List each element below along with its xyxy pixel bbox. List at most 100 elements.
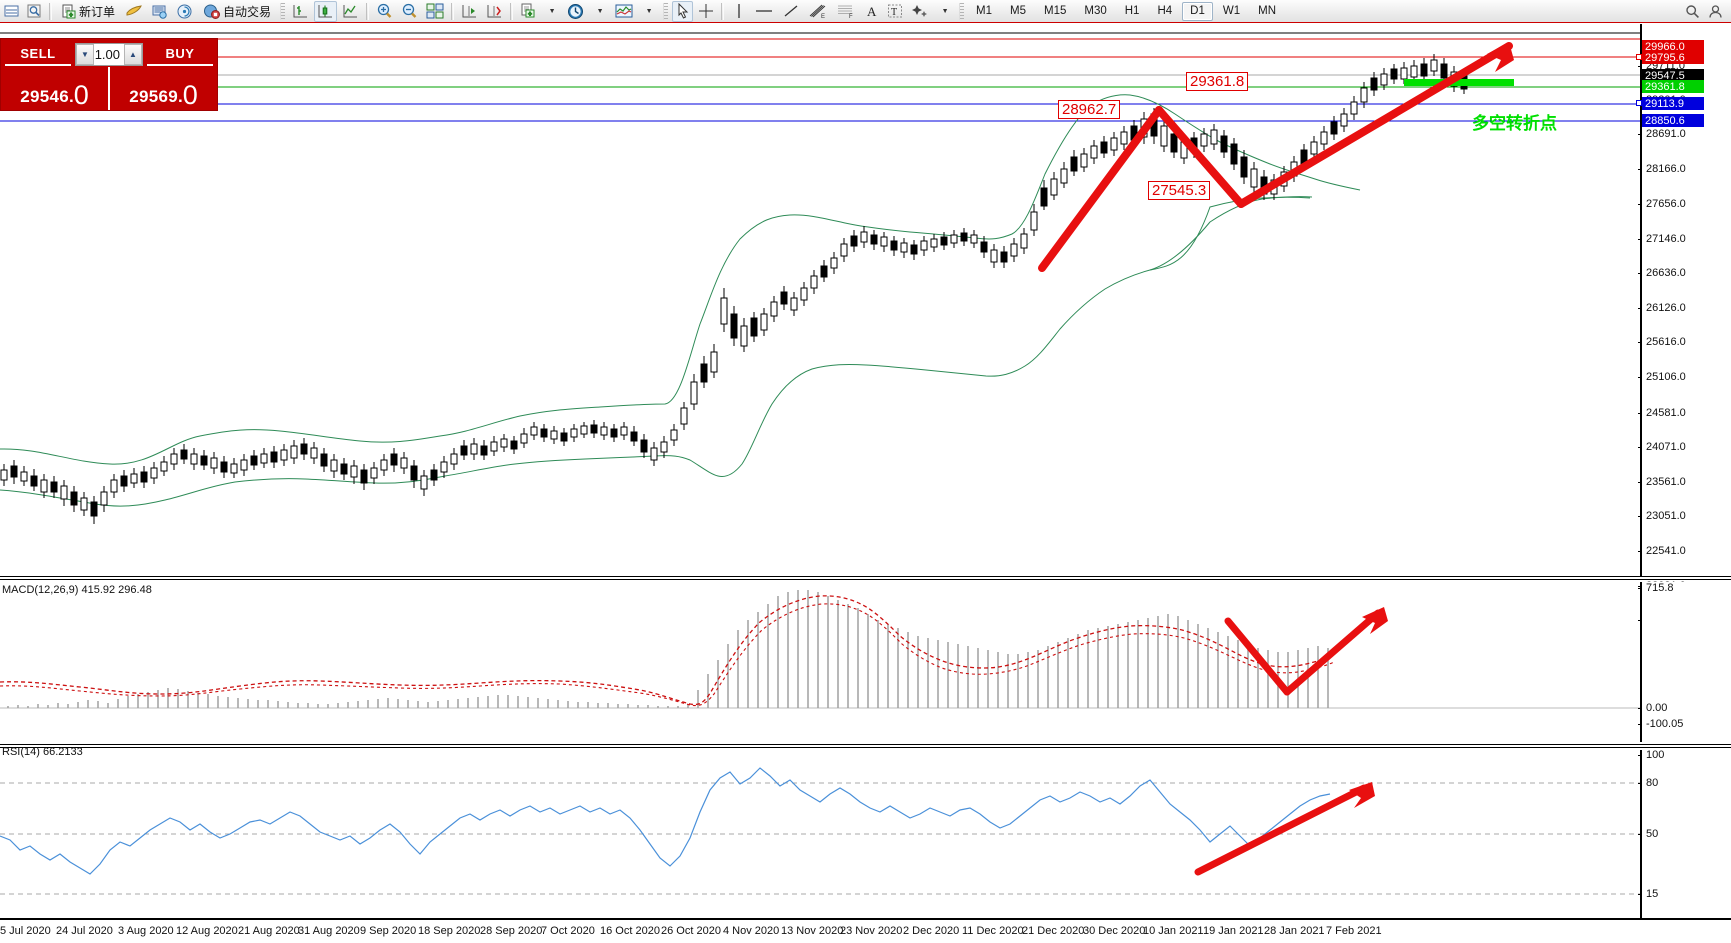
cursor-icon[interactable] <box>672 0 694 22</box>
price-tick-mark <box>1638 551 1642 552</box>
tile-windows-icon[interactable] <box>423 1 447 22</box>
show-all-icon[interactable] <box>1 1 22 22</box>
pane-separator-macd[interactable] <box>0 576 1731 580</box>
line-chart-icon[interactable] <box>339 1 362 22</box>
fibonacci-icon[interactable]: F <box>833 1 859 22</box>
volume-stepper[interactable]: ▼ 1.00 ▲ <box>75 43 143 66</box>
one-click-trading-panel[interactable]: SELL ▼ 1.00 ▲ BUY 29546 . 0 29569 . 0 <box>0 38 218 111</box>
price-tick-label: 26126.0 <box>1646 302 1686 314</box>
price-level-badge[interactable]: 29547.5 <box>1642 69 1704 82</box>
svg-text:E: E <box>821 14 825 19</box>
crosshair-icon[interactable] <box>695 1 717 22</box>
price-level-badge[interactable]: 28850.6 <box>1642 114 1704 127</box>
timeframe-mn[interactable]: MN <box>1258 5 1276 17</box>
price-tick-label: 22541.0 <box>1646 545 1686 557</box>
text-box-icon[interactable]: T <box>884 1 906 22</box>
main-chart-pane[interactable]: 多空转折点 29361.8 28962.7 27545.3 <box>0 24 1640 576</box>
pending-order-icon[interactable] <box>122 1 146 22</box>
price-level-handle[interactable] <box>1636 54 1642 60</box>
timeframe-h1[interactable]: H1 <box>1124 5 1140 17</box>
data-window-icon[interactable] <box>24 1 45 22</box>
toolbar-grip[interactable] <box>663 2 669 20</box>
main-chart-canvas <box>0 32 1640 524</box>
timeframe-h4[interactable]: H4 <box>1157 5 1173 17</box>
rsi-label: RSI(14) 66.2133 <box>2 746 83 758</box>
search-icon[interactable] <box>1682 1 1703 22</box>
rsi-tick-mark <box>1638 783 1642 784</box>
time-axis-label: 10 Jan 2021 <box>1143 925 1204 937</box>
chart-shift-icon[interactable] <box>483 1 506 22</box>
price-tick-label: 23051.0 <box>1646 510 1686 522</box>
timeframe-m5[interactable]: M5 <box>1010 5 1026 17</box>
macd-tick-label: 0.00 <box>1646 702 1668 714</box>
timeframe-m30[interactable]: M30 <box>1084 5 1107 17</box>
time-axis[interactable]: 5 Jul 2020 24 Jul 2020 3 Aug 2020 12 Aug 20… <box>0 918 1731 943</box>
macd-tick-mark <box>1638 588 1642 589</box>
new-order-button[interactable]: 新订单 <box>56 1 120 22</box>
price-tick-mark <box>1638 308 1642 309</box>
timeframe-m15[interactable]: M15 <box>1044 5 1067 17</box>
chevron-down-icon[interactable]: ▼ <box>941 7 949 15</box>
annotation-swing-low-27545: 27545.3 <box>1148 181 1211 200</box>
timeframe-d1[interactable]: D1 <box>1182 1 1213 21</box>
toolbar-grip[interactable] <box>280 2 286 20</box>
svg-text:F: F <box>849 14 853 19</box>
candlestick-chart-icon[interactable] <box>314 0 338 22</box>
chevron-down-icon[interactable]: ▼ <box>548 7 556 15</box>
price-level-badge[interactable]: 29361.8 <box>1642 80 1704 93</box>
rsi-tick-label: 50 <box>1646 828 1659 840</box>
auto-trading-label: 自动交易 <box>223 4 272 19</box>
shapes-icon[interactable] <box>908 1 932 22</box>
timeframe-m1[interactable]: M1 <box>976 5 993 17</box>
time-axis-label: 28 Jan 2021 <box>1264 925 1325 937</box>
sell-button[interactable]: SELL <box>5 44 71 66</box>
text-label-icon[interactable]: A <box>861 1 882 22</box>
rsi-axis[interactable]: 100 80 50 15 <box>1638 749 1731 918</box>
price-level-handle[interactable] <box>1636 100 1642 106</box>
macd-tick-label: -100.05 <box>1646 718 1684 730</box>
toolbar-grip[interactable] <box>959 2 965 20</box>
new-order-label: 新订单 <box>79 4 116 19</box>
volume-increase-button[interactable]: ▲ <box>124 44 142 65</box>
rsi-pane[interactable]: RSI(14) 66.2133 <box>0 746 1640 918</box>
auto-trading-button[interactable]: 自动交易 <box>198 1 276 22</box>
zoom-in-icon[interactable] <box>373 1 396 22</box>
market-watch-icon[interactable] <box>173 1 196 22</box>
price-level-badge[interactable]: 29113.9 <box>1642 97 1704 110</box>
auto-scroll-icon[interactable] <box>458 1 481 22</box>
chevron-down-icon[interactable]: ▼ <box>645 7 653 15</box>
bid-price-fraction: 0 <box>73 80 89 111</box>
price-level-badge[interactable]: 29966.0 <box>1642 40 1704 53</box>
buy-button[interactable]: BUY <box>147 44 213 66</box>
toolbar-separator <box>49 2 52 20</box>
timeframe-w1[interactable]: W1 <box>1222 5 1241 17</box>
bar-chart-icon[interactable] <box>289 1 312 22</box>
price-axis[interactable]: 29711.029201.028691.028166.027656.027146… <box>1636 24 1731 626</box>
zoom-out-icon[interactable] <box>398 1 421 22</box>
price-tick-mark <box>1638 169 1642 170</box>
macd-axis[interactable]: 715.8 0.00 -100.05 <box>1638 582 1731 742</box>
ask-price[interactable]: 29569 . 0 <box>110 67 217 110</box>
horizontal-line-icon[interactable] <box>751 1 777 22</box>
price-level-badge[interactable]: 29795.6 <box>1642 51 1704 64</box>
bid-price[interactable]: 29546 . 0 <box>1 67 110 110</box>
templates-icon[interactable] <box>612 1 636 22</box>
vertical-line-icon[interactable] <box>728 1 749 22</box>
indicators-icon[interactable] <box>517 1 539 22</box>
trendline-icon[interactable] <box>779 1 803 22</box>
equidistant-channel-icon[interactable]: E <box>805 1 831 22</box>
macd-pane[interactable]: MACD(12,26,9) 415.92 296.48 <box>0 582 1640 742</box>
time-axis-label: 3 Aug 2020 <box>118 925 174 937</box>
rsi-tick-label: 80 <box>1646 777 1659 789</box>
time-axis-label: 2 Dec 2020 <box>903 925 960 937</box>
user-account-icon[interactable] <box>1705 1 1726 22</box>
price-tick-mark <box>1638 66 1642 67</box>
volume-decrease-button[interactable]: ▼ <box>76 44 94 65</box>
period-icon[interactable] <box>564 1 587 22</box>
price-tick-label: 27656.0 <box>1646 198 1686 210</box>
terminal-icon[interactable] <box>148 1 171 22</box>
chevron-down-icon[interactable]: ▼ <box>596 7 604 15</box>
pane-separator-rsi[interactable] <box>0 744 1731 748</box>
volume-input[interactable]: 1.00 <box>94 47 120 62</box>
